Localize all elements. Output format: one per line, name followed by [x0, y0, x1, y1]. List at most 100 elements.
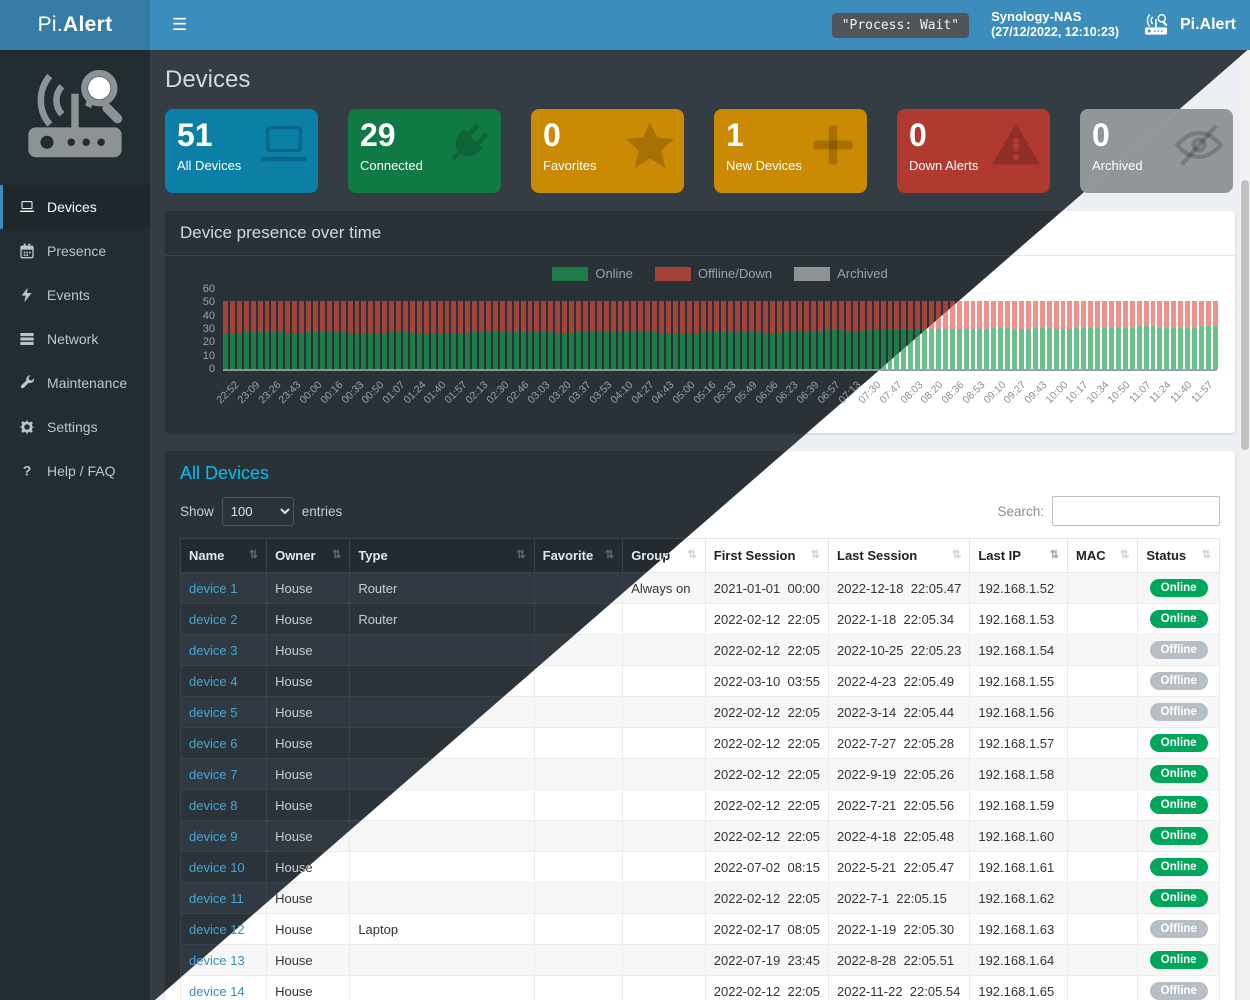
- card-label: Connected: [360, 157, 423, 173]
- x-tick-label: 00:16: [318, 379, 346, 407]
- group-cell: [622, 603, 706, 635]
- owner-cell: House: [266, 975, 351, 1000]
- summary-cards: 51 All Devices 29 Connected 0 Favorites 1 New D…: [165, 109, 1235, 193]
- sidebar-item-help-faq[interactable]: ? Help / FAQ: [0, 449, 150, 493]
- group-cell: [622, 696, 706, 728]
- device-link[interactable]: device 10: [189, 859, 245, 875]
- hamburger-icon[interactable]: ☰: [172, 15, 188, 34]
- column-label: Favorite: [542, 548, 594, 563]
- device-link[interactable]: device 11: [189, 890, 244, 906]
- chart-panel-title: Device presence over time: [165, 211, 1235, 256]
- y-tick: 50: [202, 296, 215, 309]
- summary-card-all-devices[interactable]: 51 All Devices: [165, 109, 318, 193]
- search-input[interactable]: [1052, 496, 1220, 526]
- sidebar-item-devices[interactable]: Devices: [0, 185, 150, 229]
- favorite-cell: [533, 820, 624, 852]
- column-header-status[interactable]: ⇅ Status: [1137, 538, 1220, 573]
- column-header-name[interactable]: ⇅ Name: [179, 538, 268, 573]
- column-label: Name: [189, 548, 225, 563]
- sidebar-item-presence[interactable]: Presence: [0, 229, 150, 273]
- app-name: Pi.Alert: [1179, 16, 1236, 33]
- summary-card-down-alerts[interactable]: 0 Down Alerts: [897, 109, 1050, 193]
- sort-icon: ⇅: [248, 549, 259, 561]
- device-name-cell: device 3: [179, 634, 268, 666]
- column-header-owner[interactable]: ⇅ Owner: [266, 538, 351, 573]
- page-scrollbar[interactable]: [1240, 50, 1250, 1000]
- mac-cell: [1067, 975, 1139, 1000]
- owner-cell: House: [266, 572, 351, 604]
- column-header-last-session[interactable]: ⇅ Last Session: [828, 538, 971, 573]
- stacked-bar: [1171, 301, 1177, 369]
- device-link[interactable]: device 4: [189, 673, 238, 689]
- stacked-bar: [728, 301, 734, 369]
- first-cell: 2022-02-12 22:05: [704, 696, 830, 728]
- stacked-bar: [624, 301, 630, 369]
- first-cell: 2022-03-10 03:55: [704, 665, 830, 697]
- stacked-bar: [998, 301, 1004, 369]
- stacked-bar: [1109, 301, 1114, 369]
- status-cell: Offline: [1137, 634, 1220, 666]
- last-cell: 2022-1-19 22:05.30: [828, 913, 971, 945]
- brand-logo[interactable]: Pi.Alert: [0, 0, 150, 50]
- top-bar-main: ☰ "Process: Wait" Synology-NAS (27/12/20…: [150, 0, 1250, 50]
- stacked-bar: [880, 301, 886, 369]
- device-link[interactable]: device 2: [189, 611, 238, 627]
- stacked-bar: [617, 301, 623, 369]
- sidebar-item-label: Events: [47, 287, 90, 303]
- summary-card-connected[interactable]: 29 Connected: [348, 109, 501, 193]
- sidebar-item-settings[interactable]: Settings: [0, 405, 150, 449]
- stacked-bar: [1164, 301, 1170, 369]
- column-header-last-ip[interactable]: ⇅ Last IP: [969, 538, 1069, 573]
- device-link[interactable]: device 1: [189, 580, 238, 596]
- sidebar-item-network[interactable]: Network: [0, 317, 150, 361]
- brand-prefix: Pi.: [37, 13, 64, 36]
- device-name-cell: device 4: [179, 665, 268, 697]
- scrollbar-thumb[interactable]: [1241, 180, 1249, 450]
- stacked-bar: [361, 301, 367, 369]
- sidebar-logo-router-scan-icon: [0, 50, 150, 185]
- device-link[interactable]: device 6: [189, 735, 238, 751]
- status-badge: Offline: [1149, 641, 1208, 659]
- column-header-first-session[interactable]: ⇅ First Session: [704, 538, 830, 573]
- search-wrap: Search:: [997, 496, 1220, 526]
- mac-cell: [1067, 851, 1139, 883]
- last-cell: 2022-5-21 22:05.47: [828, 851, 971, 883]
- stacked-bar: [873, 301, 879, 369]
- ip-cell: 192.168.1.54: [969, 634, 1069, 666]
- x-tick-label: 05:00: [670, 379, 698, 407]
- stacked-bar: [278, 301, 284, 369]
- legend-swatch: [552, 266, 589, 281]
- sidebar-item-events[interactable]: Events: [0, 273, 150, 317]
- stacked-bar: [396, 301, 401, 369]
- device-link[interactable]: device 3: [189, 642, 238, 658]
- status-badge: Online: [1149, 765, 1208, 783]
- network-icon: [18, 331, 36, 347]
- column-header-type[interactable]: ⇅ Type: [349, 538, 535, 573]
- column-header-mac[interactable]: ⇅ MAC: [1067, 538, 1139, 573]
- column-header-favorite[interactable]: ⇅ Favorite: [533, 538, 624, 573]
- sidebar-item-maintenance[interactable]: Maintenance: [0, 361, 150, 405]
- x-tick-label: 05:16: [691, 379, 719, 407]
- status-cell: Online: [1137, 944, 1220, 976]
- stacked-bar: [492, 301, 498, 369]
- legend-item-arch: Archived: [794, 266, 888, 281]
- stacked-bar: [319, 301, 325, 369]
- summary-card-new-devices[interactable]: 1 New Devices: [714, 109, 867, 193]
- summary-card-favorites[interactable]: 0 Favorites: [531, 109, 684, 193]
- device-link[interactable]: device 14: [189, 983, 245, 999]
- page-length-select[interactable]: 100: [221, 496, 294, 526]
- stacked-bar: [859, 301, 865, 369]
- device-link[interactable]: device 5: [189, 704, 238, 720]
- x-tick-label: 00:00: [297, 379, 325, 407]
- last-cell: 2022-9-19 22:05.26: [828, 758, 971, 790]
- device-link[interactable]: device 9: [189, 828, 238, 844]
- device-link[interactable]: device 8: [189, 797, 238, 813]
- stacked-bar: [977, 301, 983, 369]
- stacked-bar: [783, 301, 789, 369]
- stacked-bar: [1067, 301, 1073, 369]
- stacked-bar: [852, 301, 858, 369]
- group-cell: [622, 758, 706, 790]
- device-name-cell: device 8: [179, 789, 268, 821]
- device-name-cell: device 10: [179, 851, 268, 883]
- device-link[interactable]: device 7: [189, 766, 238, 782]
